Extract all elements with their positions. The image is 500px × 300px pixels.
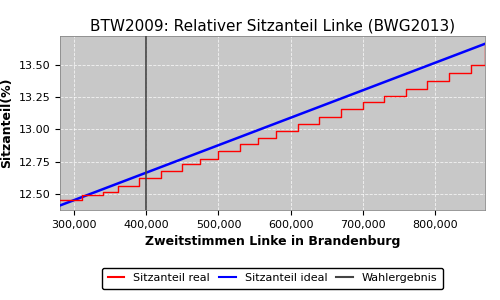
X-axis label: Zweitstimmen Linke in Brandenburg: Zweitstimmen Linke in Brandenburg: [145, 235, 400, 248]
Title: BTW2009: Relativer Sitzanteil Linke (BWG2013): BTW2009: Relativer Sitzanteil Linke (BWG…: [90, 18, 455, 33]
Y-axis label: Sitzanteil(%): Sitzanteil(%): [0, 78, 13, 168]
Legend: Sitzanteil real, Sitzanteil ideal, Wahlergebnis: Sitzanteil real, Sitzanteil ideal, Wahle…: [102, 268, 443, 289]
